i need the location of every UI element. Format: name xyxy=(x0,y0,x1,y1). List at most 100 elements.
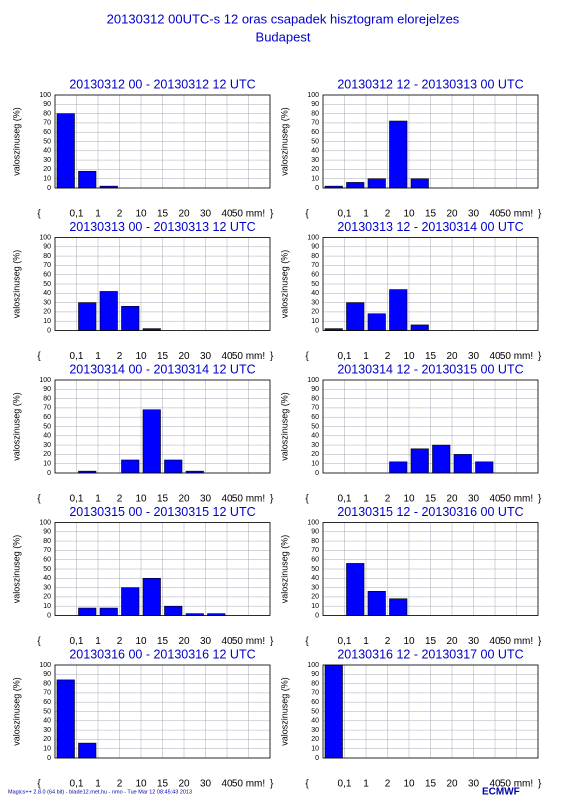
x-tick-label: 20 xyxy=(178,779,190,790)
x-tick-label: 30 xyxy=(468,636,480,647)
bar xyxy=(346,182,365,189)
y-tick-label: 30 xyxy=(43,299,51,306)
bar xyxy=(346,302,365,331)
y-tick-label: 70 xyxy=(43,690,51,697)
y-tick-label: 0 xyxy=(47,327,51,334)
x-tick-label: 20 xyxy=(446,351,458,362)
x-tick-label: { xyxy=(305,209,309,220)
x-tick-label: 30 xyxy=(200,494,212,505)
x-tick-label: 1 xyxy=(95,779,101,790)
y-tick-label: 10 xyxy=(311,461,319,468)
x-tick-label: } xyxy=(538,209,542,220)
y-tick-label: 0 xyxy=(315,612,319,619)
y-tick-label: 50 xyxy=(43,281,51,288)
y-tick-label: 10 xyxy=(43,461,51,468)
plot-frame xyxy=(322,237,539,331)
x-tick-label: { xyxy=(305,351,309,362)
y-axis-label: valoszinuseg (%) xyxy=(279,535,289,604)
x-tick-label: 15 xyxy=(425,209,437,220)
y-tick-label: 80 xyxy=(311,538,319,545)
y-tick-label: 60 xyxy=(43,557,51,564)
x-tick-label: 30 xyxy=(200,351,212,362)
x-tick-label: 10 xyxy=(135,779,147,790)
x-tick-label: } xyxy=(270,209,274,220)
bar xyxy=(164,605,183,616)
y-axis-label: valoszinuseg (%) xyxy=(279,677,289,746)
y-axis-label: valoszinuseg (%) xyxy=(11,107,21,176)
y-tick-label: 60 xyxy=(311,699,319,706)
y-axis-label: valoszinuseg (%) xyxy=(11,535,21,604)
x-tick-label: } xyxy=(538,779,542,790)
x-tick-label: 1 xyxy=(363,209,369,220)
bar xyxy=(389,120,408,189)
y-tick-label: 100 xyxy=(39,377,51,384)
x-tick-label: 0,1 xyxy=(70,779,84,790)
y-tick-label: 10 xyxy=(311,318,319,325)
plot-frame xyxy=(322,94,539,189)
plot-frame xyxy=(322,522,539,616)
y-tick-label: 70 xyxy=(43,120,51,127)
x-tick-label: 30 xyxy=(200,779,212,790)
y-tick-label: 90 xyxy=(43,244,51,251)
x-tick-label: 0,1 xyxy=(70,351,84,362)
y-tick-label: 40 xyxy=(311,433,319,440)
y-tick-label: 20 xyxy=(43,166,51,173)
y-tick-label: 80 xyxy=(311,680,319,687)
y-tick-label: 60 xyxy=(311,557,319,564)
x-tick-label: { xyxy=(37,779,41,790)
bar xyxy=(78,607,97,616)
x-tick-label: 2 xyxy=(117,351,123,362)
x-tick-label: 40 xyxy=(489,351,501,362)
bar xyxy=(164,459,183,474)
x-tick-label: 20 xyxy=(446,636,458,647)
bar xyxy=(389,289,408,331)
y-axis-label: valoszinuseg (%) xyxy=(279,107,289,176)
x-tick-label: 50 mm! xyxy=(232,351,265,362)
x-tick-label: 1 xyxy=(95,636,101,647)
y-tick-label: 40 xyxy=(311,290,319,297)
x-tick-label: 2 xyxy=(117,636,123,647)
bar xyxy=(475,461,494,474)
y-tick-label: 20 xyxy=(311,736,319,743)
y-tick-label: 30 xyxy=(43,157,51,164)
x-tick-label: 40 xyxy=(489,779,501,790)
x-tick-label: 1 xyxy=(363,779,369,790)
x-tick-label: 2 xyxy=(385,779,391,790)
x-tick-label: 15 xyxy=(425,351,437,362)
y-tick-label: 40 xyxy=(311,148,319,155)
y-tick-label: 10 xyxy=(43,176,51,183)
logo: ECMWF xyxy=(482,787,520,798)
y-tick-label: 50 xyxy=(43,708,51,715)
panel-title: 20130313 00 - 20130313 12 UTC xyxy=(69,220,255,234)
y-tick-label: 40 xyxy=(43,433,51,440)
y-tick-label: 0 xyxy=(47,185,51,192)
x-tick-label: } xyxy=(538,494,542,505)
bar xyxy=(99,607,118,616)
x-tick-label: 10 xyxy=(403,779,415,790)
x-tick-label: 20 xyxy=(178,494,190,505)
x-tick-label: 2 xyxy=(385,636,391,647)
y-tick-label: 0 xyxy=(47,755,51,762)
plot-frame xyxy=(54,94,271,189)
y-tick-label: 10 xyxy=(311,176,319,183)
x-tick-label: 40 xyxy=(221,494,233,505)
x-tick-label: 15 xyxy=(425,779,437,790)
y-tick-label: 10 xyxy=(311,746,319,753)
y-tick-label: 80 xyxy=(43,253,51,260)
x-tick-label: { xyxy=(37,636,41,647)
y-tick-label: 60 xyxy=(311,272,319,279)
y-tick-label: 40 xyxy=(311,718,319,725)
x-tick-label: 40 xyxy=(489,209,501,220)
bar xyxy=(410,448,429,474)
bar xyxy=(324,664,343,759)
y-tick-label: 40 xyxy=(311,575,319,582)
y-tick-label: 10 xyxy=(43,746,51,753)
y-tick-label: 90 xyxy=(43,529,51,536)
x-tick-label: { xyxy=(37,494,41,505)
x-tick-label: 0,1 xyxy=(338,351,352,362)
x-tick-label: 2 xyxy=(117,494,123,505)
y-tick-label: 30 xyxy=(311,727,319,734)
y-tick-label: 40 xyxy=(43,718,51,725)
y-tick-label: 40 xyxy=(43,148,51,155)
y-tick-label: 20 xyxy=(43,451,51,458)
